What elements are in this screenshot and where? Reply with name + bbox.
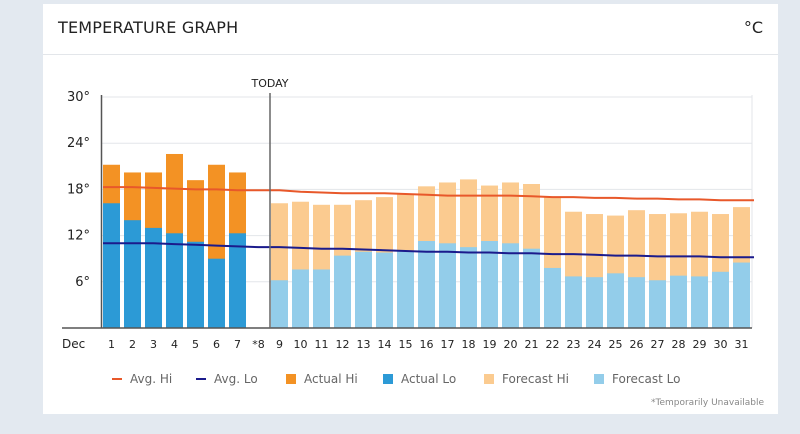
- bar-forecast-lo-16: [418, 240, 435, 328]
- x-tick-label: 20: [504, 338, 518, 351]
- bar-forecast-lo-28: [670, 275, 687, 328]
- x-tick-label: 6: [213, 338, 220, 351]
- x-tick-label: 4: [171, 338, 178, 351]
- bar-forecast-lo-11: [313, 269, 330, 328]
- legend-swatch-square: [383, 374, 393, 384]
- legend-label: Forecast Lo: [612, 372, 680, 386]
- x-tick-label: 9: [276, 338, 283, 351]
- bar-forecast-lo-10: [292, 269, 309, 328]
- x-tick-label: 11: [315, 338, 329, 351]
- bar-forecast-lo-12: [334, 255, 351, 328]
- bar-forecast-lo-17: [439, 243, 456, 328]
- legend-swatch-square: [484, 374, 494, 384]
- bar-forecast-lo-29: [691, 276, 708, 328]
- bar-forecast-lo-19: [481, 240, 498, 328]
- bars: [103, 153, 750, 328]
- legend-swatch-square: [594, 374, 604, 384]
- x-tick-label: 19: [483, 338, 497, 351]
- legend-swatch-square: [286, 374, 296, 384]
- x-tick-label: 5: [192, 338, 199, 351]
- legend-label: Actual Lo: [401, 372, 456, 386]
- bar-forecast-lo-9: [271, 280, 288, 328]
- x-tick-label: 17: [441, 338, 455, 351]
- bar-actual-lo-7: [229, 233, 246, 328]
- legend-item-actual-hi: Actual Hi: [286, 372, 358, 386]
- x-axis-month-label: Dec: [62, 337, 85, 351]
- bar-actual-lo-6: [208, 258, 225, 328]
- bar-forecast-lo-25: [607, 273, 624, 328]
- x-tick-label: 21: [525, 338, 539, 351]
- bar-forecast-lo-20: [502, 243, 519, 328]
- bar-forecast-lo-26: [628, 277, 645, 328]
- bar-forecast-lo-15: [397, 251, 414, 328]
- y-tick-label: 24°: [67, 136, 90, 151]
- bar-forecast-lo-23: [565, 276, 582, 328]
- y-tick-label: 18°: [67, 182, 90, 197]
- x-tick-label: 16: [420, 338, 434, 351]
- bar-actual-lo-2: [124, 220, 141, 328]
- bar-forecast-lo-14: [376, 252, 393, 328]
- x-tick-label: 30: [714, 338, 728, 351]
- bar-forecast-lo-30: [712, 271, 729, 328]
- x-tick-label: 18: [462, 338, 476, 351]
- x-tick-label: 15: [399, 338, 413, 351]
- legend-label: Forecast Hi: [502, 372, 569, 386]
- graph-title: TEMPERATURE GRAPH: [58, 18, 239, 37]
- footnote: *Temporarily Unavailable: [650, 398, 764, 408]
- y-tick-label: 12°: [67, 229, 90, 244]
- x-tick-label: 2: [129, 338, 136, 351]
- bar-actual-lo-4: [166, 233, 183, 328]
- legend-item-forecast-hi: Forecast Hi: [484, 372, 569, 386]
- unit-toggle[interactable]: °C: [743, 18, 763, 37]
- today-label: TODAY: [250, 77, 288, 90]
- x-tick-label: 25: [609, 338, 623, 351]
- x-tick-label: 10: [294, 338, 308, 351]
- legend-item-forecast-lo: Forecast Lo: [594, 372, 680, 386]
- legend-label: Avg. Hi: [130, 372, 172, 386]
- y-tick-label: 30°: [67, 90, 90, 105]
- x-tick-label: 28: [672, 338, 686, 351]
- bar-forecast-lo-21: [523, 248, 540, 328]
- x-tick-label: *8: [252, 338, 265, 351]
- x-tick-label: 23: [567, 338, 581, 351]
- x-tick-label: 12: [336, 338, 350, 351]
- x-tick-label: 31: [735, 338, 749, 351]
- legend-item-actual-lo: Actual Lo: [383, 372, 456, 386]
- bar-forecast-lo-13: [355, 251, 372, 328]
- x-tick-labels: Dec 1 2 3 4 5 6 7 *8 9 10 11 12 13 14 15 16 17 18 19 20 21 22 2…: [62, 337, 749, 351]
- bar-actual-lo-5: [187, 241, 204, 328]
- avg-lines: [103, 186, 754, 259]
- bar-forecast-lo-18: [460, 247, 477, 328]
- legend-item-avg-hi: Avg. Hi: [112, 372, 172, 386]
- bar-forecast-lo-22: [544, 267, 561, 328]
- x-tick-label: 27: [651, 338, 665, 351]
- x-tick-label: 29: [693, 338, 707, 351]
- y-tick-label: 6°: [75, 275, 90, 290]
- bar-actual-lo-1: [103, 203, 120, 328]
- bar-forecast-lo-24: [586, 277, 603, 328]
- bar-forecast-lo-27: [649, 280, 666, 328]
- x-tick-label: 14: [378, 338, 392, 351]
- legend-item-avg-lo: Avg. Lo: [196, 372, 258, 386]
- line-avg-hi: [103, 186, 754, 202]
- x-tick-label: 13: [357, 338, 371, 351]
- legend-label: Actual Hi: [304, 372, 358, 386]
- line-avg-lo: [103, 242, 754, 259]
- legend-label: Avg. Lo: [214, 372, 258, 386]
- x-tick-label: 22: [546, 338, 560, 351]
- x-tick-label: 26: [630, 338, 644, 351]
- x-tick-label: 24: [588, 338, 602, 351]
- legend: Avg. Hi Avg. Lo Actual Hi Actual Lo Forecast…: [112, 372, 680, 386]
- x-tick-label: 1: [108, 338, 115, 351]
- card-header: TEMPERATURE GRAPH °C: [43, 4, 778, 55]
- bar-actual-lo-3: [145, 227, 162, 328]
- x-tick-label: 7: [234, 338, 241, 351]
- x-tick-label: 3: [150, 338, 157, 351]
- bar-forecast-lo-31: [733, 262, 750, 328]
